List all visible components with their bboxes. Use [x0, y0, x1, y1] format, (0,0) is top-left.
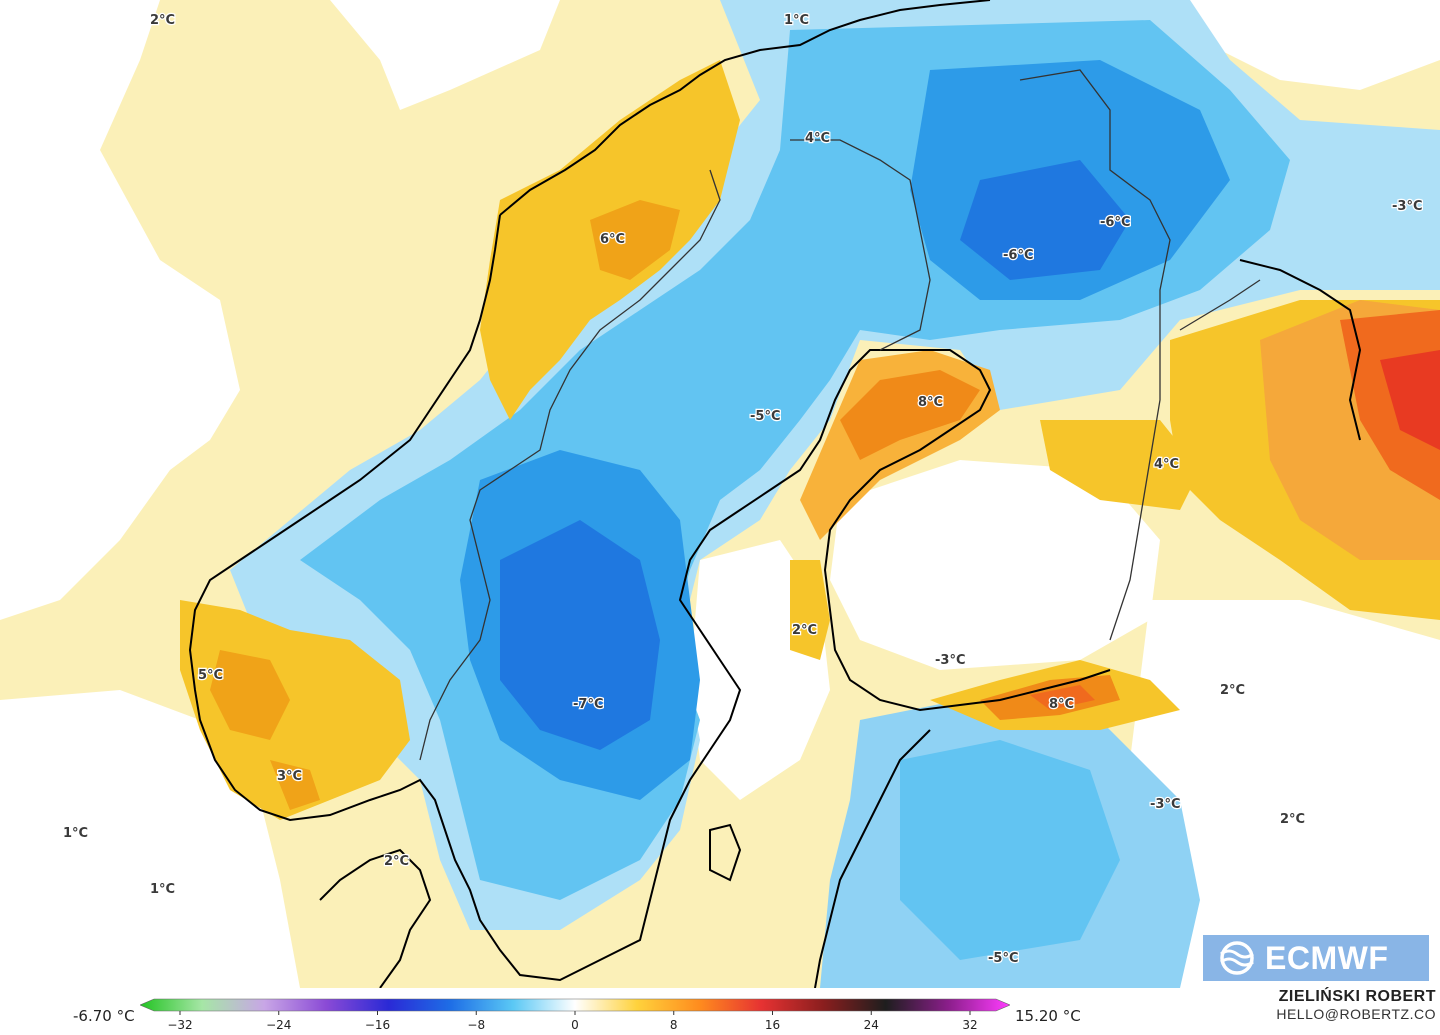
temp-label: 8°C: [1049, 697, 1074, 712]
temp-label: 2°C: [792, 623, 817, 638]
cold-region-deep-north: [960, 160, 1130, 280]
scandinavia-coastline: [188, 0, 1111, 982]
colorbar-tick-label: −32: [167, 1018, 192, 1032]
colorbar: −32 −24 −16 −8 0 8 16 24 32: [140, 998, 1010, 1032]
warm-karelia: [1040, 420, 1200, 510]
colorbar-gradient: [140, 998, 1010, 1012]
temp-label: 2°C: [384, 854, 409, 869]
ecmwf-logo: ECMWF: [1203, 935, 1429, 981]
cold-region-baltic-mid: [900, 740, 1120, 960]
temp-label: 1°C: [63, 826, 88, 841]
kola-coastline: [1239, 259, 1362, 441]
warm-bothnia-core: [840, 370, 980, 460]
arctic-zero-region: [1180, 0, 1440, 90]
author-email: HELLO@ROBERTZ.CO: [1276, 1006, 1436, 1022]
colorbar-footer: -6.70 °C −32 −24 −16 −8 0 8 16 24 32 15.20 °C ZI…: [0, 988, 1440, 1035]
colorbar-tick-label: 32: [962, 1018, 977, 1032]
temp-label: 1°C: [784, 13, 809, 28]
colorbar-tick-label: −8: [467, 1018, 485, 1032]
gotland-coastline: [709, 823, 742, 882]
temp-label: -7°C: [573, 697, 603, 712]
temp-label: -3°C: [935, 653, 965, 668]
denmark-coastline: [319, 848, 432, 988]
temperature-map: 2°C 1°C 4°C 6°C -6°C -6°C -3°C -5°C 8°C …: [0, 0, 1440, 988]
temp-label: -3°C: [1392, 199, 1422, 214]
warm-norway-core: [590, 200, 680, 280]
colorbar-tick-label: −24: [266, 1018, 291, 1032]
colorbar-tick-label: 24: [864, 1018, 879, 1032]
warm-east-russia-hot: [1380, 350, 1440, 450]
warm-west-norway-core: [210, 650, 290, 740]
temp-label: 8°C: [918, 395, 943, 410]
temp-label: -6°C: [1003, 248, 1033, 263]
warm-bothnia-west: [790, 560, 830, 660]
temp-label: -5°C: [988, 951, 1018, 966]
cold-region-deep: [500, 520, 660, 750]
temp-label: -6°C: [1100, 215, 1130, 230]
baltic-coastline: [814, 729, 931, 988]
colorbar-max-label: 15.20 °C: [1015, 1007, 1081, 1025]
colorbar-tick-label: 0: [571, 1018, 579, 1032]
finland-zero-region: [830, 460, 1160, 670]
sea-zero-region: [0, 0, 240, 620]
temp-label: 1°C: [150, 882, 175, 897]
author-name: ZIELIŃSKI ROBERT: [1278, 988, 1436, 1005]
temp-label: -5°C: [750, 409, 780, 424]
colorbar-tick-label: 16: [765, 1018, 780, 1032]
colorbar-ticks: −32 −24 −16 −8 0 8 16 24 32: [167, 1011, 978, 1032]
warm-west-norway-core2: [270, 760, 320, 810]
temp-label: -3°C: [1150, 797, 1180, 812]
colorbar-tick-label: 8: [670, 1018, 678, 1032]
north-sea-zero-region: [330, 0, 560, 110]
temp-label: 4°C: [805, 131, 830, 146]
temp-label: 2°C: [1280, 812, 1305, 827]
temp-label: 3°C: [277, 769, 302, 784]
temp-label: 4°C: [1154, 457, 1179, 472]
country-borders: [419, 69, 1261, 761]
temp-label: 2°C: [1220, 683, 1245, 698]
colorbar-tick-label: −16: [365, 1018, 390, 1032]
author-credit: ZIELIŃSKI ROBERT HELLO@ROBERTZ.CO: [1276, 988, 1436, 1022]
temp-label: 6°C: [600, 232, 625, 247]
warm-gulf-finland-hot: [1030, 685, 1095, 710]
east-zero-region: [1130, 600, 1440, 988]
ecmwf-logo-text: ECMWF: [1265, 939, 1389, 976]
colorbar-min-label: -6.70 °C: [73, 1007, 135, 1025]
temp-label: 2°C: [150, 13, 175, 28]
ecmwf-logo-icon: [1220, 941, 1254, 975]
temp-label: 5°C: [198, 668, 223, 683]
